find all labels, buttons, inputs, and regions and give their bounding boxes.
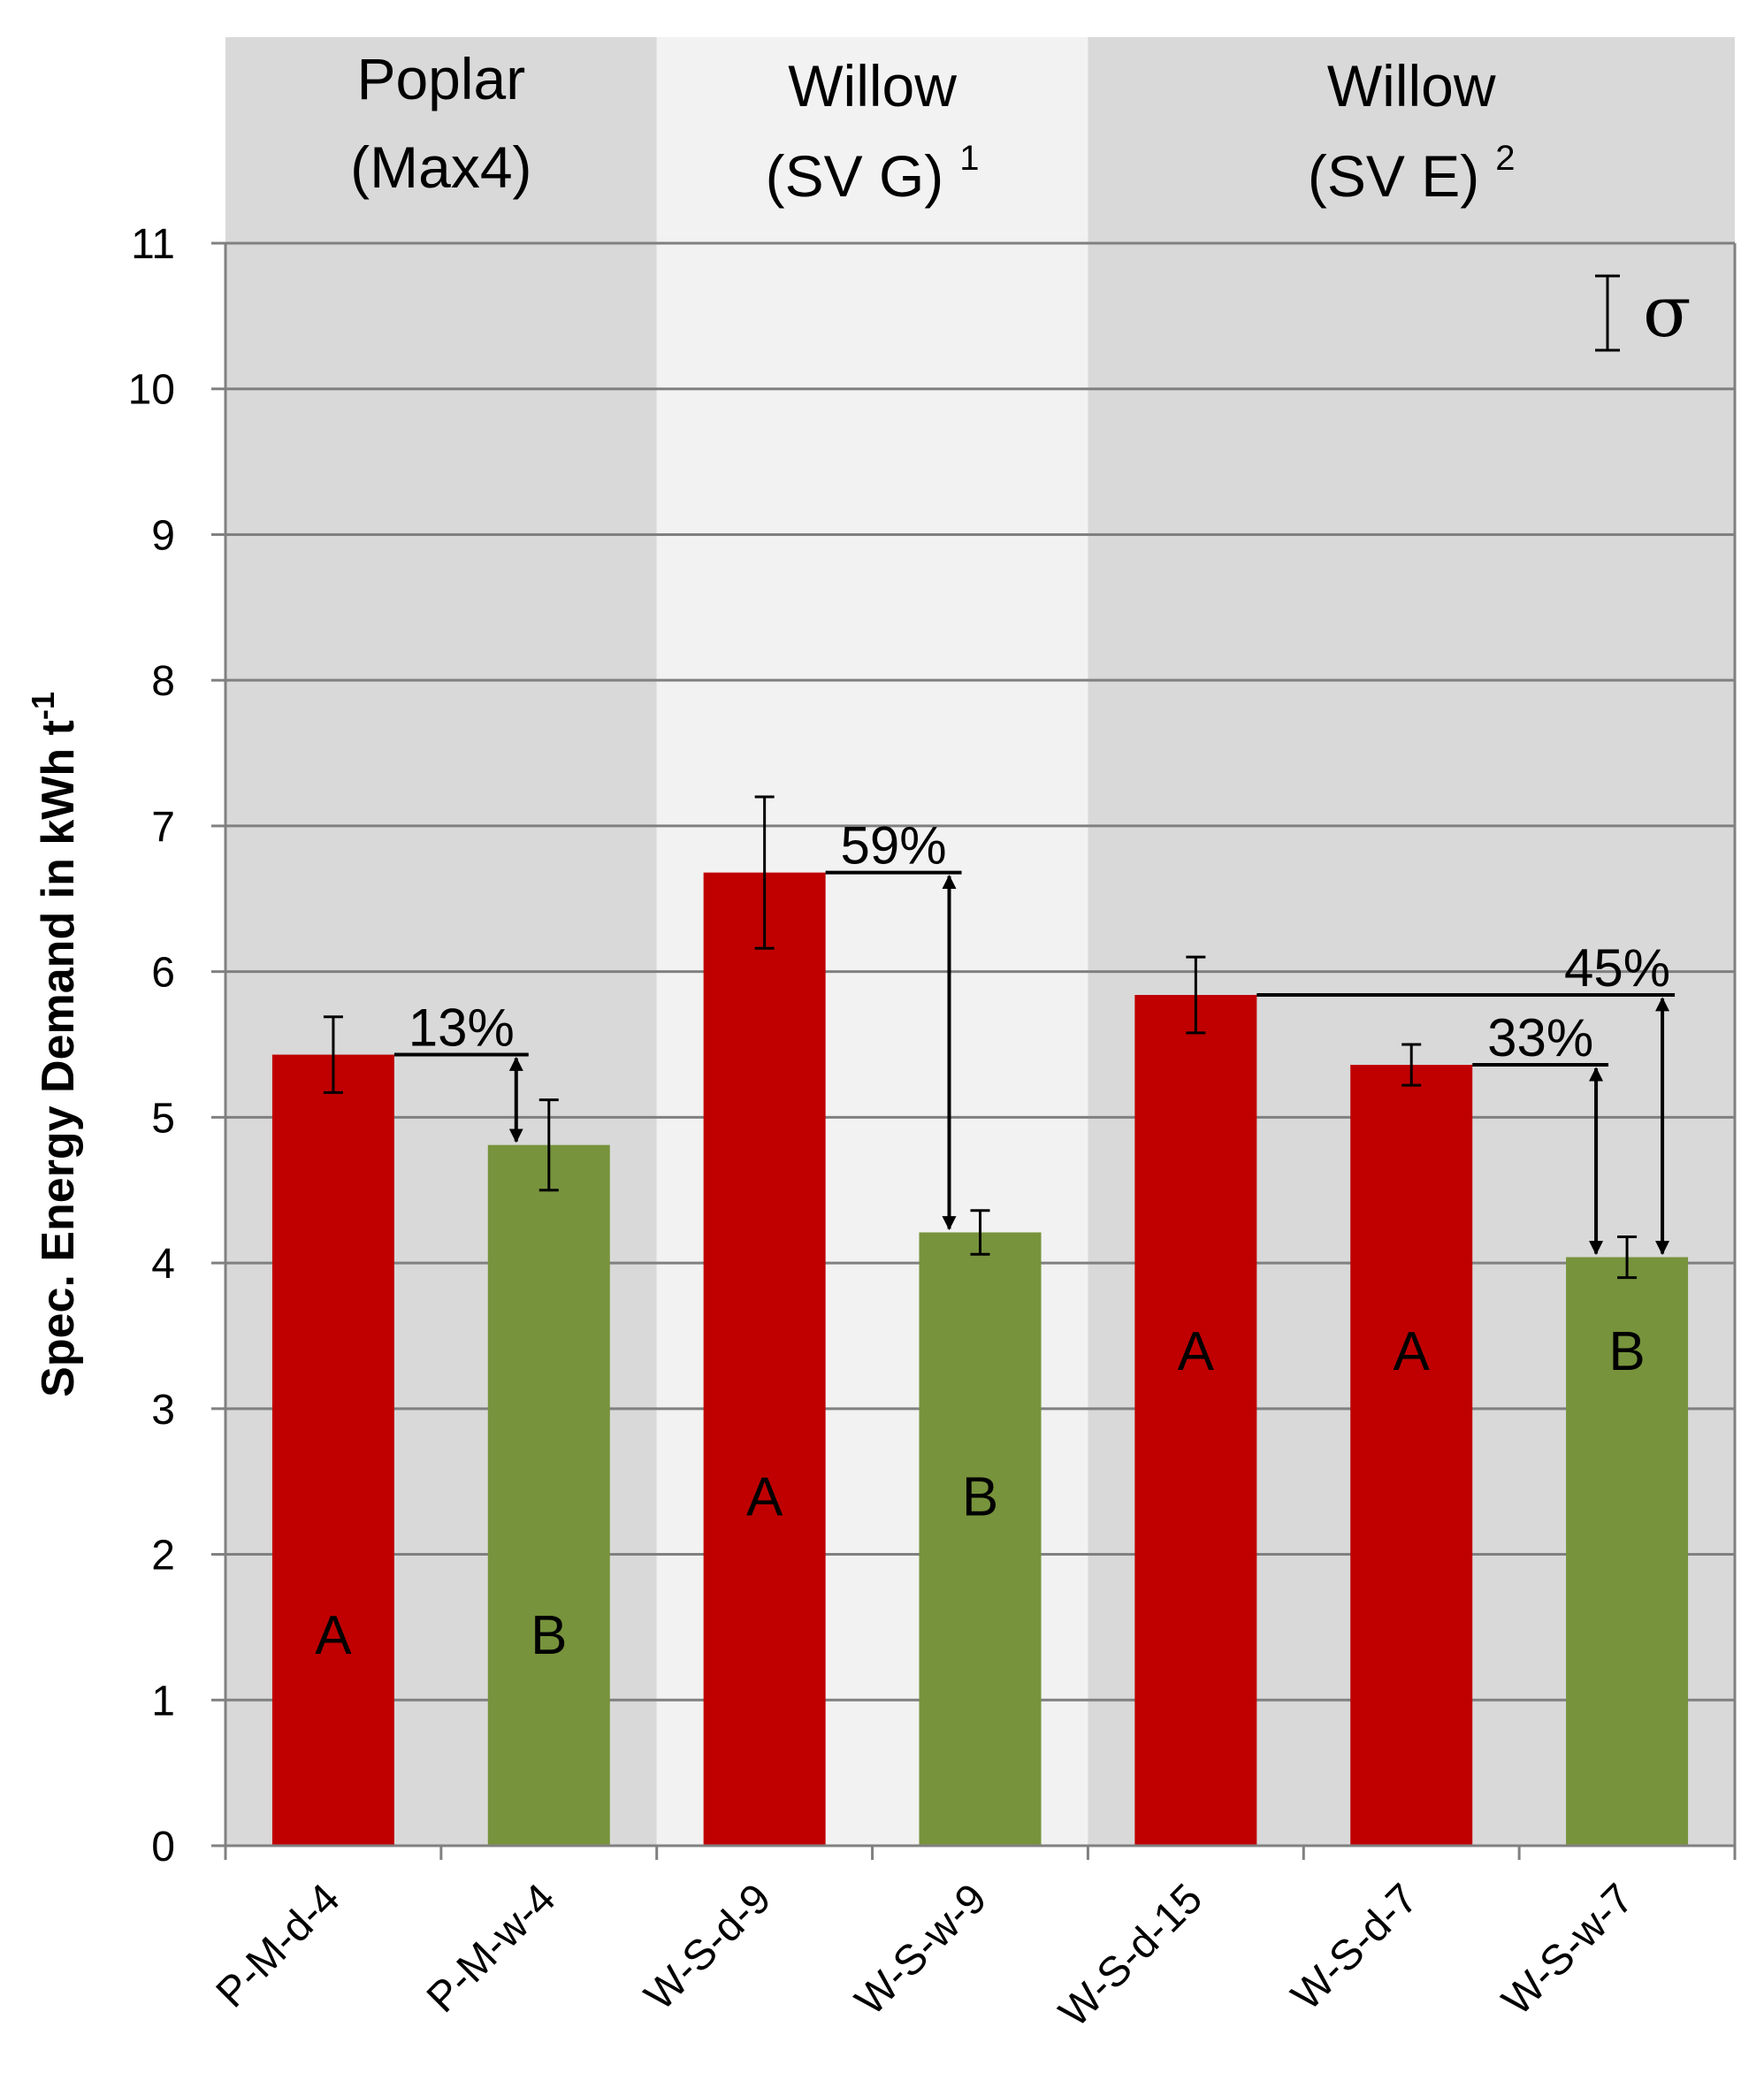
group-variety-2: (SV E) 2 <box>1308 139 1516 209</box>
y-tick-label-1: 1 <box>151 1678 175 1725</box>
y-tick-label-2: 2 <box>151 1533 175 1580</box>
x-category-label-1: P-M-w-4 <box>418 1875 565 2022</box>
bar-W-S-d-15 <box>1134 994 1257 1846</box>
y-axis-label: Spec. Energy Demand in kWh t-1 <box>25 692 84 1397</box>
x-category-label-0: P-M-d-4 <box>208 1875 349 2016</box>
error-bar-W-S-d-9 <box>754 795 775 950</box>
y-tick-label-8: 8 <box>151 658 175 705</box>
group-title-1: Willow <box>788 53 957 119</box>
group-superscript-2: 2 <box>1495 139 1515 178</box>
bar-P-M-d-4 <box>271 1054 394 1846</box>
comparison-label: 45% <box>1564 938 1670 998</box>
x-category-label-5: W-S-d-7 <box>1283 1875 1427 2019</box>
group-variety-text-1: (SV G) <box>766 143 944 209</box>
comparison-0: 13% <box>393 998 529 1144</box>
comparison-label: 13% <box>409 998 515 1058</box>
axes <box>211 241 1737 1860</box>
group-superscript-1: 1 <box>959 139 979 178</box>
group-variety-0: (Max4) <box>350 134 531 200</box>
comparison-label: 59% <box>841 816 947 876</box>
comparison-3: 45% <box>1256 938 1676 1256</box>
sig-letter-W-S-d-7: A <box>1394 1321 1431 1382</box>
group-title-0: Poplar <box>356 46 525 111</box>
sigma-legend: σ <box>1595 271 1691 353</box>
y-tick-label-4: 4 <box>151 1241 175 1288</box>
error-bar-W-S-d-15 <box>1186 955 1206 1035</box>
x-category-label-2: W-S-d-9 <box>636 1875 780 2019</box>
error-bar-W-S-w-7 <box>1617 1235 1638 1280</box>
y-tick-label-5: 5 <box>151 1095 175 1142</box>
comparison-annotations: 13% 59% 33% 45% <box>393 816 1676 1256</box>
sig-letter-P-M-w-4: B <box>531 1605 567 1666</box>
x-category-label-3: W-S-w-9 <box>846 1875 996 2024</box>
y-tick-label-0: 0 <box>151 1824 175 1870</box>
x-category-label-4: W-S-d-15 <box>1050 1875 1211 2036</box>
y-tick-label-6: 6 <box>151 950 175 997</box>
y-tick-label-7: 7 <box>151 804 175 851</box>
group-variety-1: (SV G) 1 <box>766 139 980 209</box>
legend-sigma-symbol: σ <box>1643 271 1691 353</box>
x-category-label-6: W-S-w-7 <box>1493 1875 1643 2024</box>
group-variety-text-0: (Max4) <box>350 134 531 200</box>
y-tick-label-11: 11 <box>131 221 175 268</box>
bar-W-S-d-9 <box>703 872 826 1846</box>
sig-letter-W-S-w-9: B <box>962 1467 998 1528</box>
bar-W-S-d-7 <box>1350 1065 1473 1846</box>
bar-P-M-w-4 <box>487 1144 610 1846</box>
sig-letter-W-S-d-9: A <box>746 1467 783 1528</box>
error-bar-W-S-w-9 <box>970 1209 990 1256</box>
y-tick-label-3: 3 <box>151 1387 175 1434</box>
error-bar-W-S-d-7 <box>1401 1043 1422 1087</box>
sig-letter-P-M-d-4: A <box>315 1605 352 1666</box>
comparison-1: 59% <box>825 816 962 1231</box>
group-title-2: Willow <box>1327 53 1496 119</box>
significance-letters: A B A B A A B <box>315 1321 1646 1666</box>
bar-W-S-w-9 <box>919 1232 1042 1846</box>
y-axis-label-text: Spec. Energy Demand in kWh t <box>33 720 84 1397</box>
y-tick-label-9: 9 <box>151 512 175 559</box>
comparison-2: 33% <box>1472 1008 1609 1256</box>
sig-letter-W-S-w-7: B <box>1608 1321 1645 1382</box>
bars <box>271 872 1689 1846</box>
comparison-label: 33% <box>1487 1008 1593 1067</box>
y-axis-label-superscript: -1 <box>25 692 61 720</box>
error-bar-P-M-d-4 <box>323 1015 343 1094</box>
bar-W-S-w-7 <box>1566 1257 1689 1846</box>
error-bars <box>323 795 1638 1280</box>
sig-letter-W-S-d-15: A <box>1178 1321 1215 1382</box>
group-variety-text-2: (SV E) <box>1308 143 1479 209</box>
y-tick-label-10: 10 <box>128 367 175 414</box>
error-bar-P-M-w-4 <box>538 1098 559 1192</box>
